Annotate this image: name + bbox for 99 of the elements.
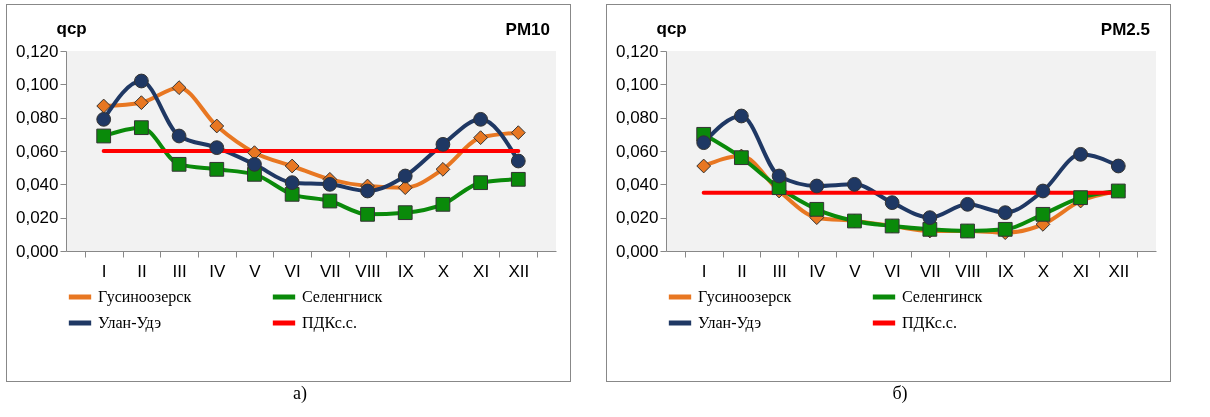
- point: [96, 111, 112, 127]
- chart-title: PM10: [505, 20, 550, 39]
- legend-label: ПДКс.с.: [902, 314, 957, 332]
- point: [397, 180, 413, 196]
- point: [510, 153, 526, 169]
- point: [247, 156, 262, 172]
- y-axis-title: qcp: [656, 18, 687, 38]
- point: [1110, 158, 1126, 174]
- point: [133, 73, 149, 89]
- x-tick-label: VII: [919, 261, 941, 281]
- y-axis-title: qcp: [56, 18, 87, 38]
- y-tick-label: 0,100: [15, 74, 59, 94]
- point: [960, 196, 975, 212]
- x-tick-label: XI: [473, 261, 490, 281]
- point: [133, 95, 149, 111]
- point: [884, 195, 900, 211]
- legend-label: Гусиноозерск: [698, 288, 792, 306]
- y-tick-label: 0,000: [15, 241, 59, 261]
- x-tick-label: I: [101, 261, 107, 281]
- point: [284, 158, 300, 174]
- x-tick-label: I: [701, 261, 707, 281]
- point: [209, 140, 225, 156]
- point: [809, 201, 825, 217]
- point: [171, 128, 187, 144]
- point: [397, 205, 413, 221]
- x-tick-label: III: [172, 261, 187, 281]
- point: [209, 161, 225, 177]
- x-tick-label: X: [1037, 261, 1050, 281]
- x-tick-label: IX: [997, 261, 1014, 281]
- y-tick-label: 0,080: [615, 108, 659, 128]
- y-tick-label: 0,000: [615, 241, 659, 261]
- y-tick-label: 0,060: [615, 141, 659, 161]
- point: [397, 168, 413, 184]
- x-tick-label: III: [772, 261, 787, 281]
- x-tick-label: II: [737, 261, 747, 281]
- y-tick-label: 0,040: [15, 174, 59, 194]
- y-tick-label: 0,020: [615, 208, 659, 228]
- point: [96, 128, 112, 144]
- legend-label: Селенгинск: [902, 288, 983, 305]
- legend-label: Гусиноозерск: [98, 288, 192, 306]
- point: [997, 221, 1013, 237]
- point: [510, 125, 526, 141]
- x-tick-label: VIII: [955, 261, 981, 281]
- legend-label: Улан-Удэ: [98, 314, 162, 332]
- point: [473, 130, 489, 146]
- point: [1035, 183, 1051, 199]
- legend-label: Улан-Удэ: [698, 314, 762, 332]
- x-tick-label: XI: [1073, 261, 1090, 281]
- x-tick-label: IX: [397, 261, 414, 281]
- point: [510, 171, 526, 187]
- point: [1073, 146, 1089, 162]
- point: [322, 176, 338, 192]
- text: б): [891, 382, 909, 404]
- x-tick-label: VI: [884, 261, 901, 281]
- point: [733, 108, 749, 124]
- point: [473, 175, 489, 191]
- text: а): [292, 382, 308, 404]
- point: [771, 168, 787, 184]
- legend-label: ПДКс.с.: [302, 314, 357, 332]
- point: [696, 158, 712, 174]
- point: [435, 136, 451, 152]
- point: [809, 178, 825, 194]
- y-tick-label: 0,100: [615, 74, 659, 94]
- point: [171, 80, 187, 96]
- point: [922, 210, 938, 226]
- x-tick-label: VIII: [355, 261, 381, 281]
- point: [847, 176, 862, 192]
- y-tick-label: 0,060: [15, 141, 59, 161]
- x-tick-label: VI: [284, 261, 301, 281]
- x-tick-label: II: [137, 261, 147, 281]
- point: [171, 156, 187, 172]
- point: [209, 118, 225, 134]
- x-tick-label: V: [249, 261, 262, 281]
- point: [133, 120, 149, 136]
- point: [997, 205, 1013, 221]
- point: [360, 183, 375, 199]
- legend-label: Селенгниск: [302, 288, 383, 305]
- y-tick-label: 0,020: [15, 208, 59, 228]
- x-tick-label: X: [437, 261, 450, 281]
- point: [1035, 206, 1051, 222]
- x-tick-label: V: [849, 261, 862, 281]
- x-tick-label: IV: [209, 261, 226, 281]
- point: [360, 206, 375, 222]
- x-tick-label: IV: [809, 261, 826, 281]
- point: [435, 161, 451, 177]
- point: [284, 175, 300, 191]
- y-tick-label: 0,080: [15, 108, 59, 128]
- x-tick-label: XII: [508, 261, 530, 281]
- x-tick-label: XII: [1108, 261, 1130, 281]
- y-tick-label: 0,040: [615, 174, 659, 194]
- point: [322, 193, 338, 209]
- point: [435, 196, 451, 212]
- y-tick-label: 0,120: [615, 41, 659, 61]
- chart-title: PM2.5: [1100, 20, 1150, 39]
- point: [696, 135, 712, 151]
- point: [96, 98, 112, 114]
- x-tick-label: VII: [319, 261, 341, 281]
- y-tick-label: 0,120: [15, 41, 59, 61]
- point: [473, 111, 489, 127]
